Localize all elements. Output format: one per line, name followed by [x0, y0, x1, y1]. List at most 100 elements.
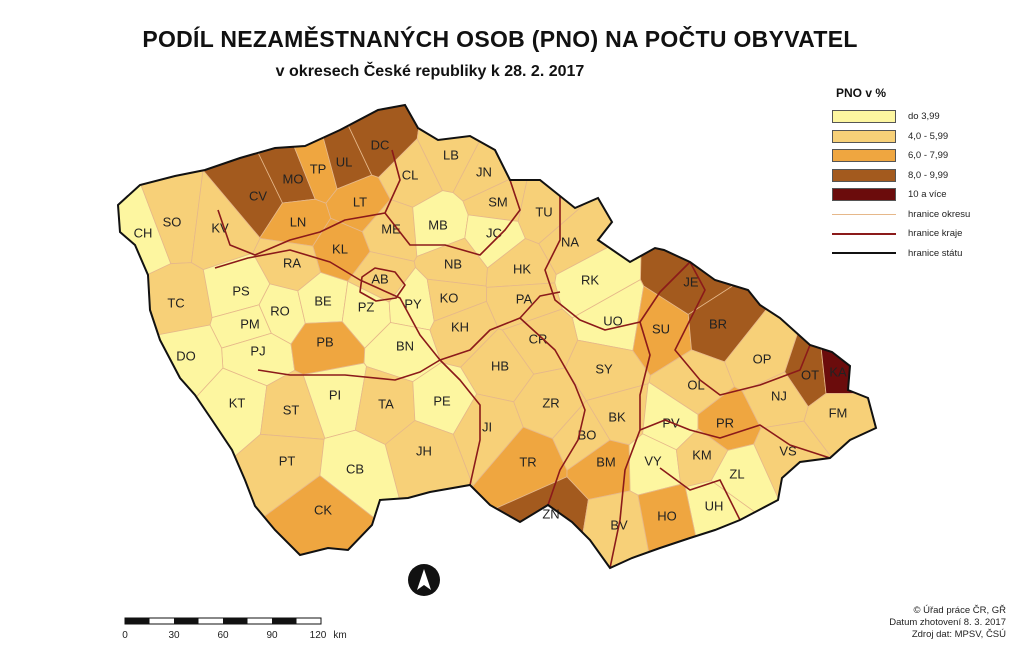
district-label-zl: ZL: [729, 466, 744, 481]
district-label-cb: CB: [346, 461, 364, 476]
district-label-ta: TA: [378, 396, 394, 411]
legend-line-region: [832, 232, 896, 235]
credit-date: Datum zhotovení 8. 3. 2017: [889, 617, 1006, 628]
district-label-hb: HB: [491, 358, 509, 373]
legend-label: do 3,99: [908, 111, 940, 123]
district-label-mb: MB: [428, 217, 448, 232]
district-label-pj: PJ: [250, 343, 265, 358]
district-label-hk: HK: [513, 261, 531, 276]
district-label-ul: UL: [336, 154, 353, 169]
district-label-mo: MO: [283, 171, 304, 186]
district-do: [118, 324, 224, 514]
district-label-uh: UH: [705, 498, 724, 513]
district-label-nj: NJ: [771, 388, 787, 403]
district-label-me: ME: [381, 221, 401, 236]
legend-label: hranice okresu: [908, 208, 971, 220]
district-label-sy: SY: [595, 361, 613, 376]
legend-label: hranice státu: [908, 247, 963, 259]
district-ho: [637, 483, 710, 568]
map-subtitle: v okresech České republiky k 28. 2. 2017: [275, 63, 585, 80]
legend-item: 10 a více: [832, 185, 1012, 205]
scale-tick-90: 90: [266, 630, 278, 641]
district-label-kl: KL: [332, 241, 348, 256]
district-label-jn: JN: [476, 164, 492, 179]
credits: © Úřad práce ČR, GŘ Datum zhotovení 8. 3…: [889, 605, 1006, 641]
district-label-ln: LN: [290, 214, 307, 229]
district-label-be: BE: [314, 293, 332, 308]
legend-swatch: [832, 188, 896, 202]
district-label-tp: TP: [310, 161, 327, 176]
legend-item: 4,0 - 5,99: [832, 127, 1012, 147]
legend-item: hranice okresu: [832, 205, 1012, 225]
legend-item: 6,0 - 7,99: [832, 146, 1012, 166]
district-label-br: BR: [709, 316, 727, 331]
district-label-pt: PT: [279, 453, 296, 468]
district-label-nb: NB: [444, 256, 462, 271]
legend-label: 6,0 - 7,99: [908, 150, 949, 162]
credit-copyright: © Úřad práce ČR, GŘ: [913, 605, 1006, 616]
district-label-fm: FM: [829, 405, 848, 420]
district-label-na: NA: [561, 234, 579, 249]
district-label-so: SO: [163, 214, 182, 229]
district-label-ra: RA: [283, 255, 301, 270]
district-label-ko: KO: [440, 290, 459, 305]
district-label-tc: TC: [167, 295, 184, 310]
district-label-do: DO: [176, 348, 196, 363]
legend-swatch: [832, 110, 896, 124]
district-label-bk: BK: [608, 409, 626, 424]
legend-label: hranice kraje: [908, 228, 963, 240]
legend-swatch: [832, 149, 896, 163]
district-label-cl: CL: [402, 167, 419, 182]
district-label-pe: PE: [433, 393, 451, 408]
district-label-zr: ZR: [542, 395, 559, 410]
scale-tick-30: 30: [168, 630, 180, 641]
legend-label: 8,0 - 9,99: [908, 169, 949, 181]
north-arrow-icon: [408, 564, 440, 596]
legend-label: 4,0 - 5,99: [908, 130, 949, 142]
district-label-jh: JH: [416, 443, 432, 458]
district-label-tu: TU: [535, 204, 552, 219]
district-ck: [149, 475, 437, 568]
district-label-vy: VY: [644, 453, 662, 468]
scale-tick-0: 0: [122, 630, 128, 641]
district-label-su: SU: [652, 321, 670, 336]
district-label-cr: CR: [529, 331, 548, 346]
district-label-kv: KV: [211, 220, 229, 235]
legend-label: 10 a více: [908, 189, 947, 201]
legend-line-state: [832, 252, 896, 255]
district-label-ro: RO: [270, 303, 290, 318]
district-label-pm: PM: [240, 316, 260, 331]
map-title: PODÍL NEZAMĚSTNANÝCH OSOB (PNO) NA POČTU…: [142, 26, 858, 52]
district-label-ji: JI: [482, 419, 492, 434]
district-label-pz: PZ: [358, 299, 375, 314]
district-label-pb: PB: [316, 334, 333, 349]
district-label-st: ST: [283, 402, 300, 417]
district-label-pr: PR: [716, 415, 734, 430]
legend-swatch: [832, 168, 896, 182]
district-label-kh: KH: [451, 319, 469, 334]
district-label-lb: LB: [443, 147, 459, 162]
district-label-cv: CV: [249, 188, 267, 203]
district-label-je: JE: [683, 274, 699, 289]
region-boundaries: [214, 149, 831, 569]
district-label-pi: PI: [329, 387, 341, 402]
credit-source: Zdroj dat: MPSV, ČSÚ: [911, 629, 1006, 640]
district-label-dc: DC: [371, 137, 390, 152]
scale-bar: [124, 617, 322, 625]
scale-unit: km: [333, 630, 346, 641]
district-label-bn: BN: [396, 338, 414, 353]
district-label-pa: PA: [516, 291, 533, 306]
district-label-tr: TR: [519, 454, 536, 469]
legend-item: hranice kraje: [832, 224, 1012, 244]
district-label-lt: LT: [353, 194, 367, 209]
district-label-py: PY: [404, 296, 422, 311]
district-label-ho: HO: [657, 508, 677, 523]
scale-tick-60: 60: [217, 630, 229, 641]
district-label-ck: CK: [314, 502, 332, 517]
district-label-ol: OL: [687, 377, 704, 392]
district-label-ab: AB: [371, 271, 388, 286]
district-label-zn: ZN: [542, 506, 559, 521]
district-label-rk: RK: [581, 272, 599, 287]
district-label-kt: KT: [229, 395, 246, 410]
legend-item: 8,0 - 9,99: [832, 166, 1012, 186]
